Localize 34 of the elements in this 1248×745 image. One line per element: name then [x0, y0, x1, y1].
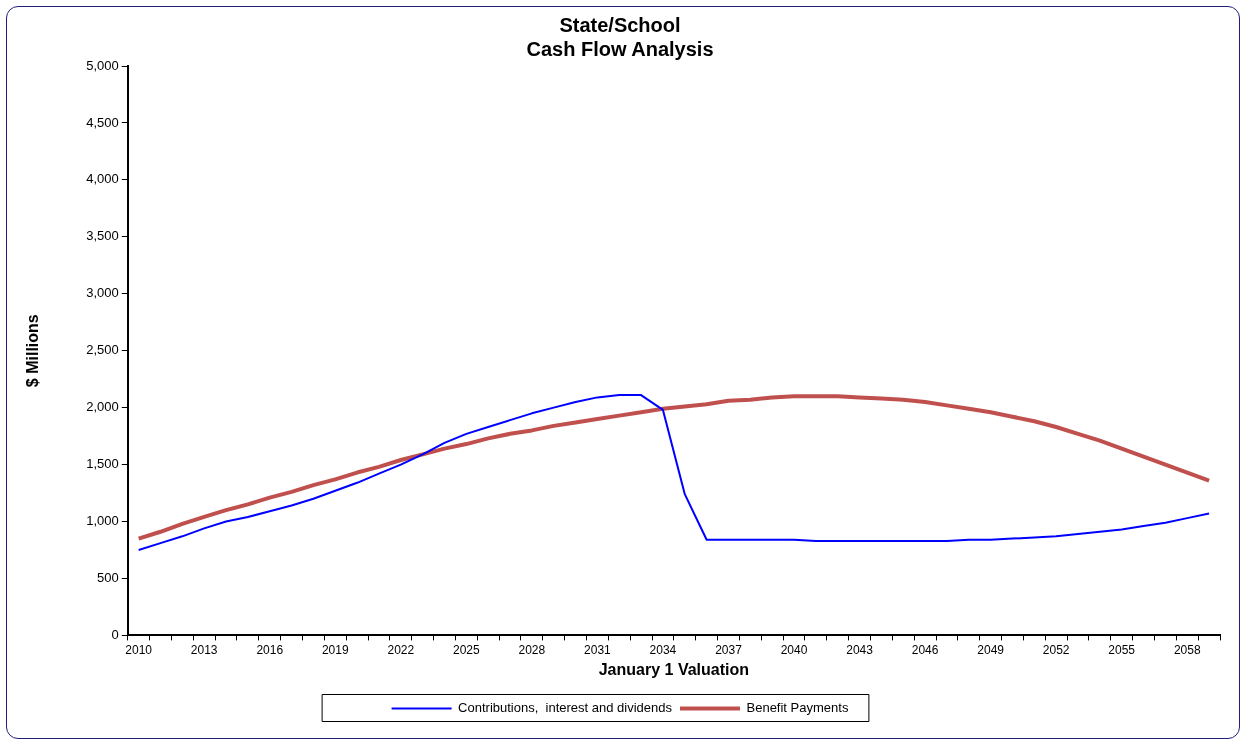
x-tick-label: 2055	[1108, 642, 1136, 657]
x-tick-label: 2010	[125, 642, 153, 657]
y-tick-label: 3,000	[86, 285, 119, 301]
x-tick-label: 2052	[1042, 642, 1070, 657]
y-tick-label: 500	[97, 570, 119, 586]
x-tick-label: 2037	[715, 642, 743, 657]
x-tick-label: 2013	[190, 642, 218, 657]
y-tick-label: 1,000	[86, 513, 119, 529]
y-tick-label: 5,000	[86, 57, 119, 73]
x-tick-label: 2046	[911, 642, 939, 657]
y-tick-label: 4,500	[86, 114, 119, 130]
y-axis-title: $ Millions	[24, 314, 42, 388]
x-tick-label: 2028	[518, 642, 546, 657]
x-tick-label: 2058	[1173, 642, 1201, 657]
legend-label: Contributions, interest and dividends	[458, 700, 673, 716]
legend-label: Benefit Payments	[746, 700, 849, 716]
x-tick-label: 2043	[846, 642, 874, 657]
x-tick-label: 2022	[387, 642, 415, 657]
y-tick-label: 0	[111, 626, 119, 642]
x-tick-label: 2040	[780, 642, 808, 657]
y-tick-label: 4,000	[86, 171, 119, 187]
y-tick-label: 3,500	[86, 228, 119, 244]
x-tick-label: 2031	[584, 642, 612, 657]
y-tick-label: 2,500	[86, 342, 119, 358]
x-axis-title: January 1 Valuation	[598, 660, 750, 678]
x-tick-label: 2025	[452, 642, 480, 657]
text: State/School	[559, 13, 681, 36]
x-tick-label: 2019	[321, 642, 349, 657]
text: Cash Flow Analysis	[526, 37, 714, 60]
y-tick-label: 1,500	[86, 456, 119, 472]
x-tick-label: 2034	[649, 642, 677, 657]
y-tick-label: 2,000	[86, 399, 119, 415]
x-tick-label: 2016	[256, 642, 284, 657]
x-tick-label: 2049	[977, 642, 1005, 657]
